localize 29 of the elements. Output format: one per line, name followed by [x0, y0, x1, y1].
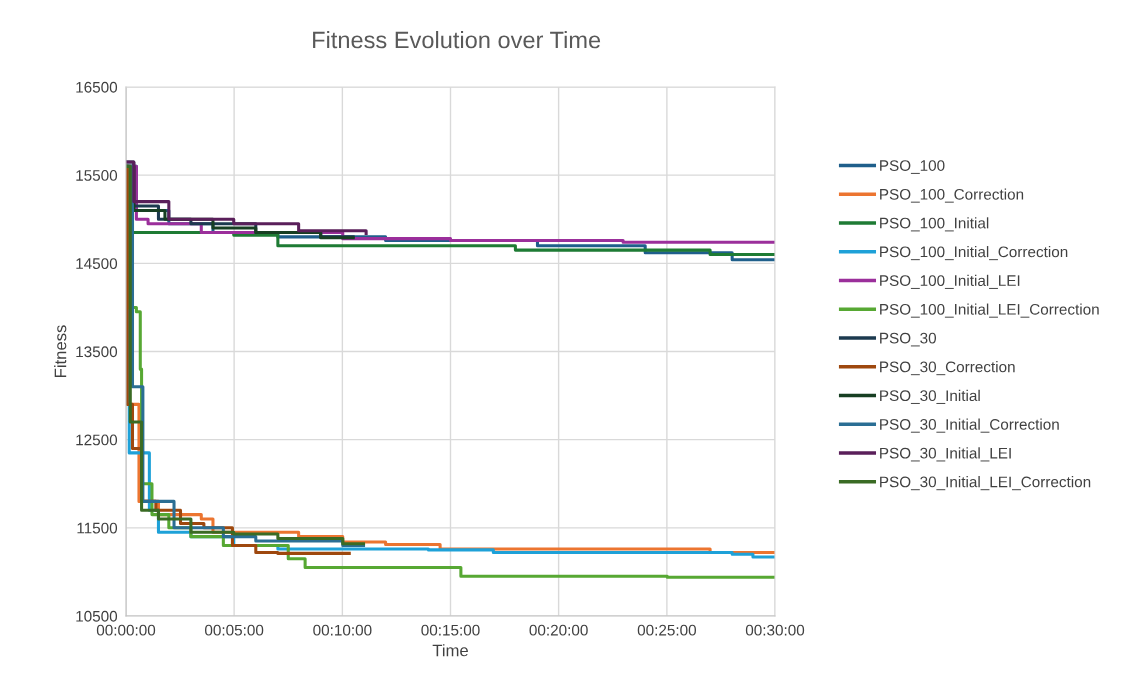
- y-tick-label: 14500: [76, 258, 118, 270]
- legend-label: PSO_100: [880, 160, 945, 174]
- y-axis-title: Fitness: [54, 325, 67, 377]
- y-tick-label: 15500: [76, 170, 118, 181]
- x-tick-label: 00:25:00: [637, 624, 697, 636]
- legend-label: PSO_100_Initial_LEI_Correction: [880, 303, 1099, 318]
- chart-title: Fitness Evolution over Time: [313, 31, 601, 49]
- legend-label: PSO_100_Initial_LEI: [880, 274, 1020, 289]
- legend-label: PSO_30: [880, 332, 937, 347]
- y-tick-label: 13500: [76, 346, 118, 358]
- legend-label: PSO_30_Initial: [880, 389, 980, 404]
- y-tick-label: 16500: [76, 81, 118, 93]
- y-tick-label: 11500: [77, 522, 118, 534]
- x-tick-label: 00:15:00: [421, 624, 480, 636]
- x-tick-label: 00:30:00: [745, 624, 805, 636]
- legend-label: PSO_30_Initial_LEI_Correction: [880, 476, 1091, 491]
- legend-label: PSO_100_Initial: [880, 217, 989, 232]
- legend-label: PSO_30_Initial_LEI: [880, 447, 1011, 462]
- legend-label: PSO_100_Initial_Correction: [880, 246, 1068, 261]
- x-tick-label: 00:05:00: [204, 624, 264, 636]
- x-tick-label: 00:20:00: [529, 624, 588, 636]
- legend-label: PSO_30_Initial_Correction: [880, 418, 1059, 433]
- legend-label: PSO_30_Correction: [880, 361, 1015, 376]
- x-tick-label: 00:00:00: [96, 624, 156, 636]
- x-tick-label: 00:10:00: [313, 624, 372, 636]
- legend-label: PSO_100_Correction: [880, 188, 1024, 203]
- y-tick-label: 10500: [76, 610, 118, 622]
- x-axis-title: Time: [432, 644, 468, 657]
- y-tick-label: 12500: [76, 434, 118, 446]
